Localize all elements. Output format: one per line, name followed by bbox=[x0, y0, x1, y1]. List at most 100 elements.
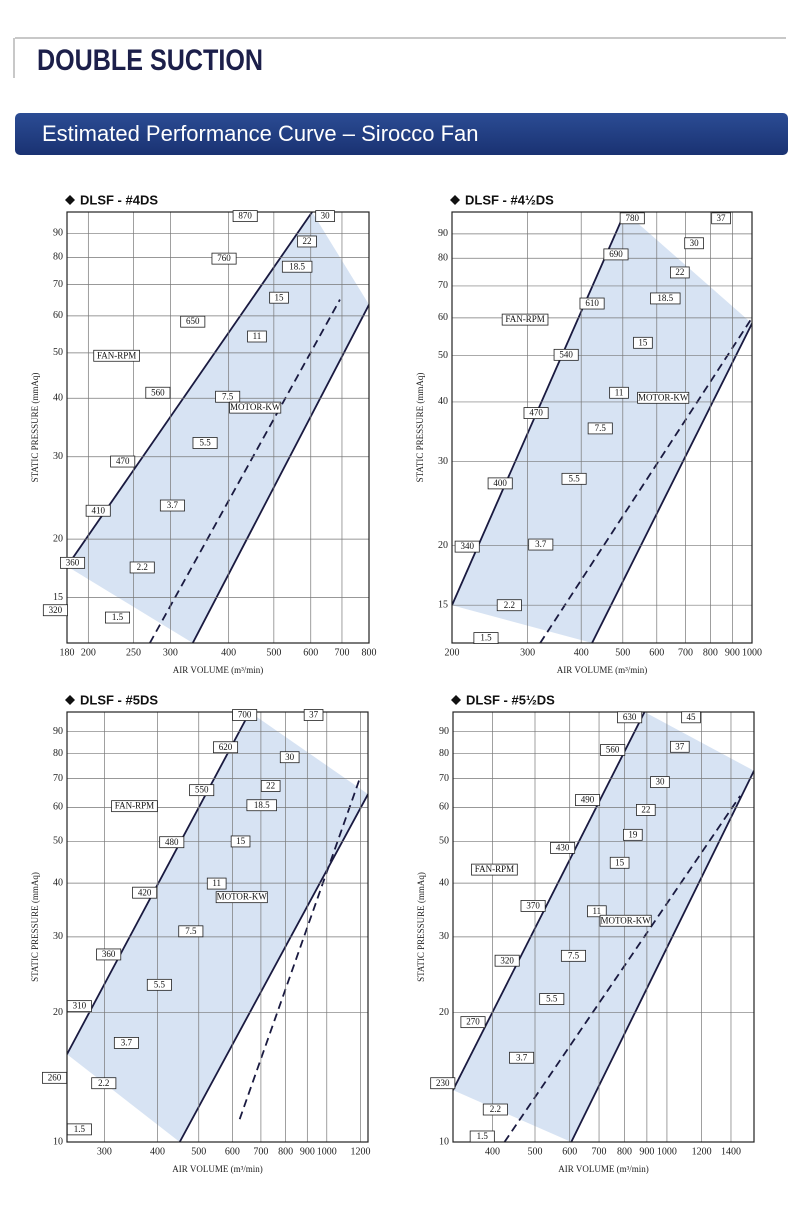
y-tick-label: 60 bbox=[438, 312, 448, 323]
annotation-box bbox=[247, 330, 267, 343]
annotation-text: 1.5 bbox=[480, 633, 492, 643]
boundary-line bbox=[149, 299, 341, 643]
annotation-box bbox=[66, 1000, 92, 1013]
annotation: FAN-RPM bbox=[93, 349, 140, 362]
annotation-text: 15 bbox=[236, 836, 246, 846]
annotation-box bbox=[471, 863, 518, 876]
boundary-line bbox=[570, 770, 754, 1142]
annotation-box bbox=[111, 800, 158, 813]
annotation-box bbox=[650, 776, 670, 789]
annotation-box bbox=[315, 210, 335, 223]
annotation-text: MOTOR-KW bbox=[600, 915, 651, 925]
x-tick-label: 600 bbox=[225, 1146, 240, 1157]
annotation: 7.5 bbox=[560, 949, 586, 962]
x-tick-label: 200 bbox=[81, 647, 96, 658]
annotation-box bbox=[232, 709, 258, 721]
x-tick-label: 600 bbox=[303, 647, 318, 658]
annotation-text: 430 bbox=[556, 842, 570, 852]
annotation: 15 bbox=[609, 856, 630, 869]
annotation-text: 7.5 bbox=[185, 926, 197, 936]
annotation-text: 15 bbox=[615, 857, 625, 867]
x-axis-label: AIR VOLUME (m³/min) bbox=[173, 665, 264, 675]
annotation-box bbox=[711, 212, 731, 225]
annotation: 700 bbox=[232, 709, 258, 721]
annotation: 360 bbox=[60, 556, 86, 569]
annotation-text: 30 bbox=[321, 211, 331, 221]
annotation-text: 780 bbox=[625, 213, 639, 223]
annotation-box bbox=[637, 391, 690, 404]
annotation-text: 540 bbox=[559, 349, 573, 359]
annotation-text: 360 bbox=[66, 557, 80, 567]
annotation-box bbox=[211, 252, 237, 265]
x-tick-label: 400 bbox=[574, 647, 589, 658]
annotation-text: 370 bbox=[526, 900, 540, 910]
annotation-box bbox=[636, 804, 656, 816]
x-axis-label: AIR VOLUME (m³/min) bbox=[172, 1164, 263, 1174]
annotation: 370 bbox=[520, 900, 546, 912]
annotation-box bbox=[113, 1037, 139, 1049]
annotation: 15 bbox=[269, 291, 289, 304]
annotation: 2.2 bbox=[91, 1077, 117, 1090]
annotation-box bbox=[609, 386, 629, 399]
annotation-box bbox=[281, 260, 313, 273]
annotation-box bbox=[623, 828, 643, 841]
y-tick-label: 15 bbox=[53, 592, 63, 603]
chart: 400 500 600 700 800 900 1000 1200 1400 10 20 30 40 50… bbox=[416, 692, 755, 1174]
annotation-text: 30 bbox=[655, 777, 665, 787]
annotation-text: 310 bbox=[73, 1001, 87, 1011]
annotation: 30 bbox=[684, 237, 704, 250]
y-tick-label: 70 bbox=[438, 280, 448, 291]
y-tick-label: 20 bbox=[438, 540, 448, 551]
plot-frame bbox=[66, 211, 370, 644]
x-tick-label: 250 bbox=[126, 647, 141, 658]
annotation-text: 7.5 bbox=[595, 423, 607, 433]
annotation-box bbox=[603, 248, 629, 261]
annotation-box bbox=[469, 1130, 495, 1143]
annotation: MOTOR-KW bbox=[637, 391, 690, 404]
annotation-box bbox=[269, 291, 289, 304]
annotation: 18.5 bbox=[246, 799, 277, 812]
y-tick-label: 30 bbox=[439, 931, 449, 942]
annotation-text: 37 bbox=[309, 710, 319, 720]
y-tick-label: 90 bbox=[439, 726, 449, 737]
annotation-text: 3.7 bbox=[121, 1037, 133, 1047]
annotation-box bbox=[145, 386, 171, 399]
annotation: 7.5 bbox=[587, 422, 613, 435]
chart-title: DLSF - #4DS bbox=[80, 192, 158, 207]
annotation: 760 bbox=[211, 252, 237, 265]
y-tick-label: 90 bbox=[438, 228, 448, 239]
annotation-text: 260 bbox=[48, 1072, 62, 1082]
annotation-text: 470 bbox=[529, 408, 543, 418]
annotation: 7.5 bbox=[215, 390, 241, 403]
annotation: 22 bbox=[670, 266, 690, 279]
annotation-text: 5.5 bbox=[546, 994, 558, 1004]
annotation: 490 bbox=[575, 794, 601, 806]
annotation: 11 bbox=[247, 330, 267, 343]
annotation: 3.7 bbox=[113, 1037, 139, 1049]
annotation: 690 bbox=[603, 248, 629, 261]
annotation-box bbox=[132, 886, 158, 899]
operating-range bbox=[67, 712, 368, 1142]
annotation-text: MOTOR-KW bbox=[230, 402, 281, 412]
chart: 180 200 250 300 400 500 600 700 800 15 20 30 40 50 60 7… bbox=[30, 192, 376, 675]
annotation-box bbox=[553, 348, 579, 361]
annotation-text: 610 bbox=[585, 298, 599, 308]
y-tick-label: 50 bbox=[439, 836, 449, 847]
y-tick-label: 30 bbox=[438, 456, 448, 467]
annotation: 5.5 bbox=[539, 993, 565, 1005]
annotation-text: MOTOR-KW bbox=[638, 392, 689, 402]
annotation-box bbox=[599, 914, 652, 927]
annotation-box bbox=[279, 751, 300, 764]
annotation: 230 bbox=[430, 1077, 456, 1090]
annotation-text: 2.2 bbox=[504, 600, 515, 610]
annotation-box bbox=[159, 499, 185, 512]
y-tick-label: 80 bbox=[53, 748, 63, 759]
boundary-line bbox=[503, 795, 741, 1142]
annotation: 30 bbox=[315, 210, 335, 223]
annotation-text: 18.5 bbox=[254, 800, 270, 810]
annotation: 3.7 bbox=[159, 499, 185, 512]
annotation-text: 760 bbox=[217, 253, 231, 263]
annotation-box bbox=[494, 954, 520, 967]
annotation-box bbox=[303, 709, 324, 721]
annotation-box bbox=[206, 877, 227, 890]
